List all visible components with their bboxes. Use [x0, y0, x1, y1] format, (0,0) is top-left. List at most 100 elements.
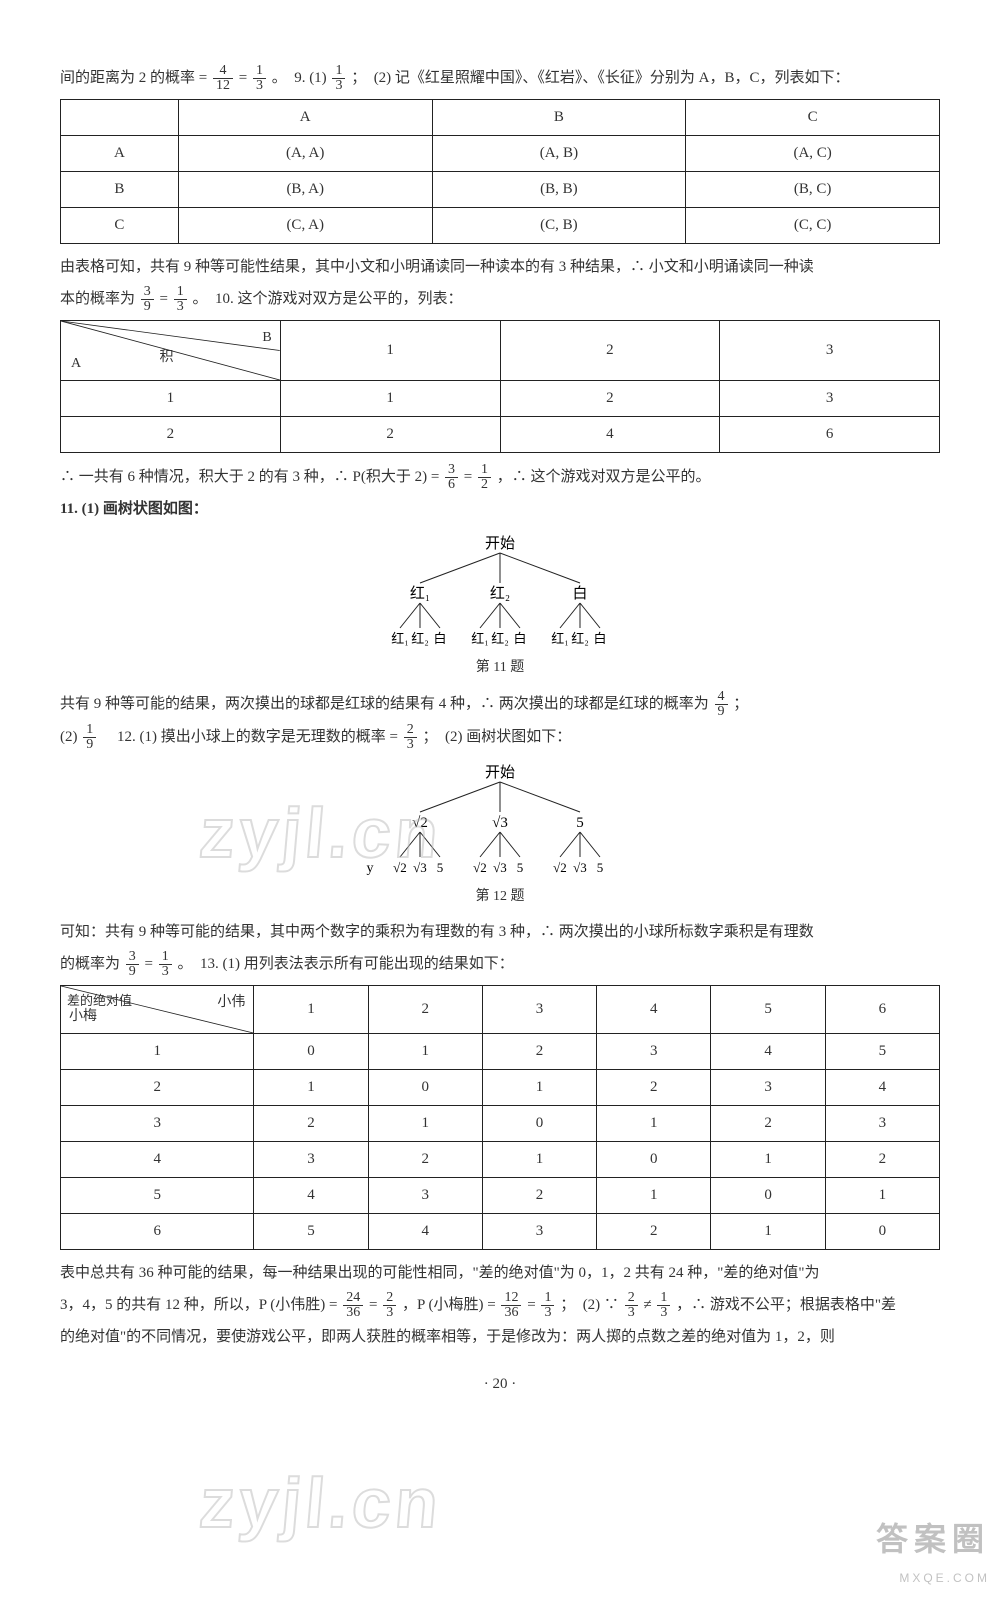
tree-node: 白: [572, 585, 587, 602]
cell: 6: [720, 417, 940, 453]
tree-node: 红₂: [490, 585, 510, 602]
tree-svg: 开始 红₁ 红₂ 白 红₁ 红₂ 白 红₁ 红₂ 白: [350, 533, 650, 653]
tree-leaf: 白: [513, 631, 526, 646]
frac: 39: [141, 285, 154, 314]
text: 可知：共有 9 种等可能的结果，其中两个数字的乘积为有理数的有 3 种，∴ 两次…: [60, 924, 814, 940]
table-row: C (C, A) (C, B) (C, C): [61, 208, 940, 244]
cell: 1: [280, 321, 500, 381]
cell: 2: [368, 1142, 482, 1178]
text: 。 9. (1): [272, 70, 331, 86]
cell: 1: [254, 1070, 368, 1106]
diag-top-label: B: [262, 325, 271, 350]
table-q13: 小伟 差的绝对值 小梅 1 2 3 4 5 6 1012345 2101234 …: [60, 985, 940, 1250]
cell: 2: [825, 1142, 939, 1178]
cell: 1: [825, 1178, 939, 1214]
cell: 3: [711, 1070, 825, 1106]
frac: 23: [404, 723, 417, 752]
cell: 2: [368, 986, 482, 1034]
cell: 3: [597, 1034, 711, 1070]
text: ，∴ 这个游戏对双方是公平的。: [497, 469, 711, 485]
table-row: 5432101: [61, 1178, 940, 1214]
cell: 3: [482, 986, 596, 1034]
cell: 4: [254, 1178, 368, 1214]
diag-bot-label: A: [71, 351, 81, 376]
paragraph: 的绝对值"的不同情况，要使游戏公平，即两人获胜的概率相等，于是修改为：两人掷的点…: [60, 1324, 940, 1351]
cell: 2: [500, 381, 720, 417]
text: ，∴ 游戏不公平；根据表格中"差: [676, 1297, 896, 1313]
cell: 2: [597, 1070, 711, 1106]
frac: 13: [657, 1291, 670, 1320]
tree-subtree: 红₁ 红₂ 白: [391, 603, 446, 646]
tree-root: 开始: [485, 764, 515, 781]
equals: =: [160, 291, 172, 307]
cell: 3: [482, 1214, 596, 1250]
cell: 1: [61, 1034, 254, 1070]
table-row: 2 2 4 6: [61, 417, 940, 453]
cell: 1: [482, 1142, 596, 1178]
cell: B: [432, 100, 686, 136]
table-row: A (A, A) (A, B) (A, C): [61, 136, 940, 172]
cell: 0: [825, 1214, 939, 1250]
cell: 3: [825, 1106, 939, 1142]
tree-node: 红₁: [410, 585, 430, 602]
q11-heading: 11. (1) 画树状图如图：: [60, 496, 940, 523]
tree-diagram-q12: 开始 √2 √3 5 y √2 √3 5 √2 √3 5: [60, 762, 940, 909]
tree-leaf: 5: [517, 860, 524, 875]
neq: ≠: [643, 1297, 655, 1313]
cell: 1: [711, 1142, 825, 1178]
cell: 1: [61, 381, 281, 417]
cell: 0: [482, 1106, 596, 1142]
text: 。 10. 这个游戏对双方是公平的，列表：: [192, 291, 462, 307]
paragraph: 3，4，5 的共有 12 种，所以，P (小伟胜) = 2436 = 23 ，P…: [60, 1291, 940, 1320]
cell: (C, B): [432, 208, 686, 244]
table-row: 小伟 差的绝对值 小梅 1 2 3 4 5 6: [61, 986, 940, 1034]
cell: (C, C): [686, 208, 940, 244]
watermark: zyjl.cn: [194, 1440, 447, 1566]
tree-leaf: 红₁: [551, 631, 569, 646]
cell: (B, B): [432, 172, 686, 208]
frac: 19: [83, 723, 96, 752]
cell: (A, C): [686, 136, 940, 172]
table-q9: A B C A (A, A) (A, B) (A, C) B (B, A) (B…: [60, 99, 940, 244]
diag-tr-label: 小伟: [217, 990, 245, 1015]
paragraph: 由表格可知，共有 9 种等可能性结果，其中小文和小明诵读同一种读本的有 3 种结…: [60, 254, 940, 281]
paragraph: 可知：共有 9 种等可能的结果，其中两个数字的乘积为有理数的有 3 种，∴ 两次…: [60, 919, 940, 946]
cell: 5: [711, 986, 825, 1034]
tree-leaf: 红₂: [571, 631, 589, 646]
paragraph: 本的概率为 39 = 13 。 10. 这个游戏对双方是公平的，列表：: [60, 285, 940, 314]
tree-leaf: 红₁: [391, 631, 409, 646]
tree-caption: 第 12 题: [60, 884, 940, 909]
table-q10: B 积 A 1 2 3 1 1 2 3 2 2 4 6: [60, 320, 940, 453]
tree-leaf: √3: [573, 860, 587, 875]
text: ； (2) ∵: [560, 1297, 623, 1313]
frac: 13: [332, 64, 345, 93]
table-row: 2101234: [61, 1070, 940, 1106]
cell: 2: [500, 321, 720, 381]
text: ；: [733, 696, 748, 712]
cell: 3: [368, 1178, 482, 1214]
tree-subtree: 红₁ 红₂ 白: [551, 603, 606, 646]
diagonal-header-cell: B 积 A: [61, 321, 281, 381]
diag-mid-label: 积: [159, 345, 173, 370]
tree-leaf: 5: [597, 860, 604, 875]
cell: 3: [61, 1106, 254, 1142]
cell: 6: [61, 1214, 254, 1250]
cell: 3: [254, 1142, 368, 1178]
cell: 4: [825, 1070, 939, 1106]
cell: (A, A): [178, 136, 432, 172]
frac: 23: [625, 1291, 638, 1320]
cell: 4: [711, 1034, 825, 1070]
cell: 2: [711, 1106, 825, 1142]
equals: =: [527, 1297, 539, 1313]
equals: =: [145, 956, 157, 972]
cell: (B, A): [178, 172, 432, 208]
cell: 4: [368, 1214, 482, 1250]
table-row: 3210123: [61, 1106, 940, 1142]
cell: (C, A): [178, 208, 432, 244]
frac: 412: [213, 64, 233, 93]
corner-badge-small: MXQE.COM: [876, 1568, 990, 1590]
text: 本的概率为: [60, 291, 139, 307]
table-row: 6543210: [61, 1214, 940, 1250]
corner-badge-big: 答案圈: [876, 1511, 990, 1569]
cell: 2: [482, 1034, 596, 1070]
